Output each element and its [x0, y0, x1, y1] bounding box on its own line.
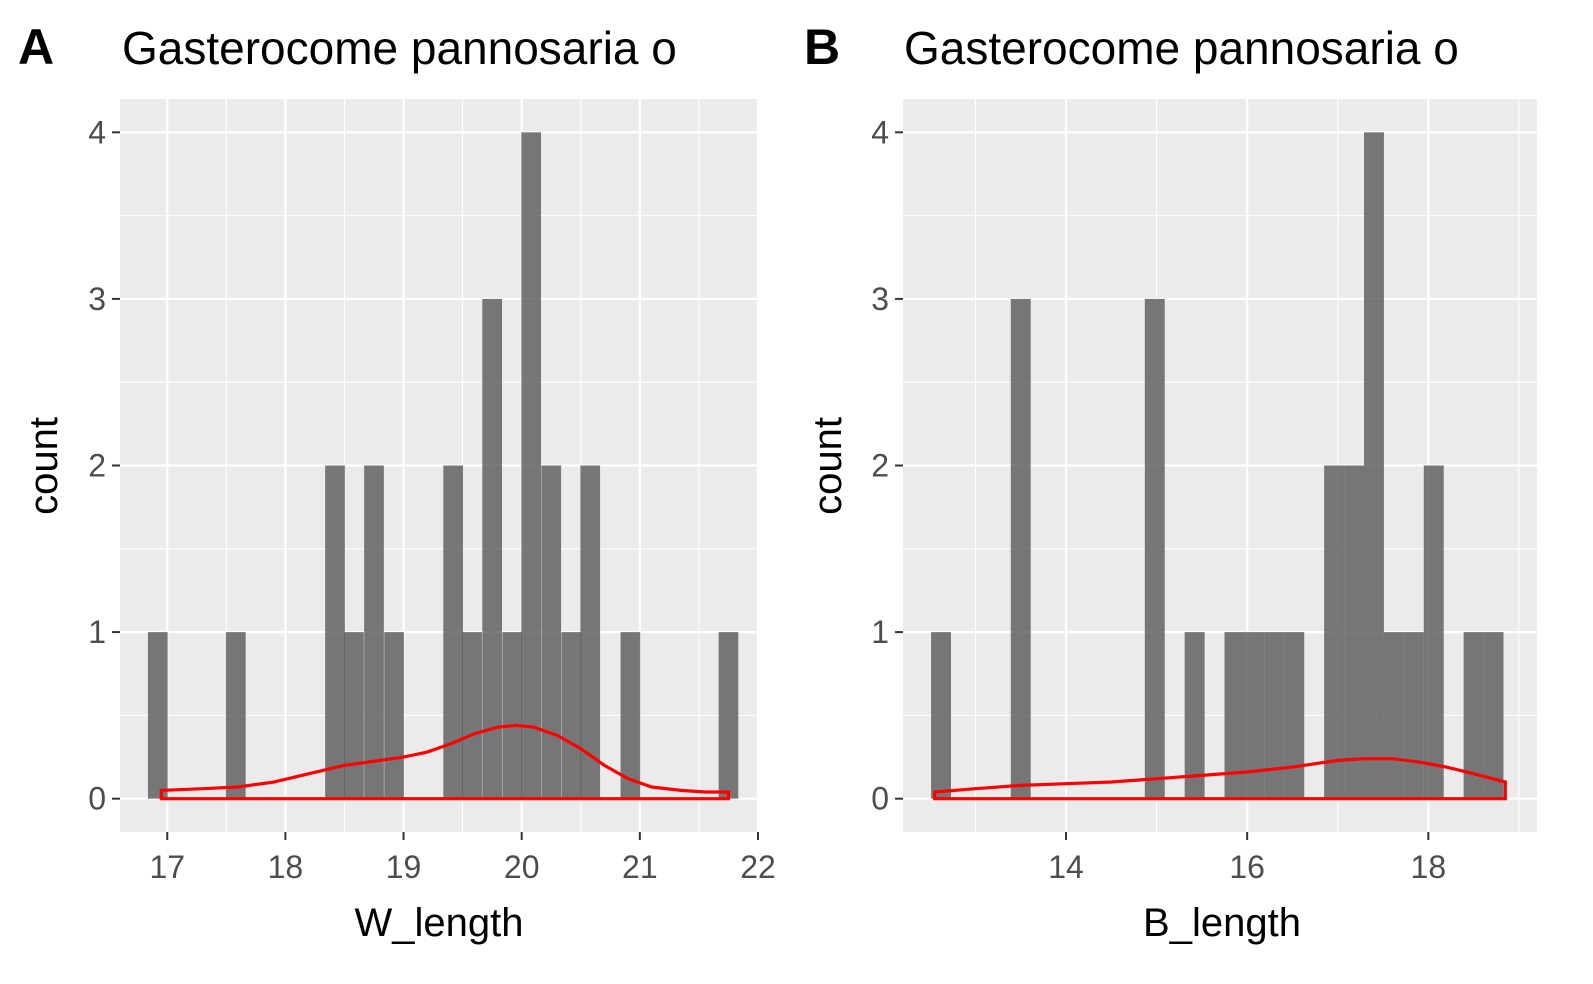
x-tick-label: 19	[386, 849, 422, 885]
y-axis-title-a: count	[22, 417, 66, 515]
histogram-bar	[718, 632, 739, 799]
histogram-bar	[443, 465, 464, 799]
panel-tag-b: B	[804, 19, 840, 75]
histogram-bar	[325, 465, 345, 799]
histogram-bar	[502, 632, 523, 799]
x-tick-label: 21	[622, 849, 658, 885]
x-tick-label: 18	[268, 849, 304, 885]
histogram-bar	[364, 465, 384, 799]
y-tick-label: 4	[88, 114, 106, 150]
y-tick-label: 2	[871, 448, 889, 484]
histogram-bar	[482, 298, 503, 799]
x-tick-label: 20	[504, 849, 540, 885]
histogram-bar	[1244, 632, 1265, 799]
histogram-bar	[462, 632, 482, 799]
histogram-bar	[541, 465, 562, 799]
chart-title-a: Gasterocome pannosaria o	[122, 22, 677, 74]
histogram-bar	[384, 632, 404, 799]
x-tick-label: 14	[1048, 849, 1084, 885]
chart-title-b: Gasterocome pannosaria o	[904, 22, 1459, 74]
histogram-bar	[344, 632, 364, 799]
histogram-bar	[1364, 132, 1384, 799]
y-tick-label: 4	[871, 114, 889, 150]
panel-tag-a: A	[18, 19, 54, 75]
histogram-bar	[1344, 465, 1365, 799]
x-tick-label: 22	[740, 849, 776, 885]
x-tick-label: 16	[1229, 849, 1265, 885]
x-axis-title-a: W_length	[355, 901, 524, 945]
histogram-bar	[1324, 465, 1345, 799]
histogram-bar	[580, 465, 601, 799]
y-tick-label: 3	[88, 281, 106, 317]
histogram-bar	[1403, 632, 1424, 799]
x-axis-title-b: B_length	[1143, 901, 1301, 945]
histogram-bar	[1483, 632, 1504, 799]
histogram-bar	[1383, 632, 1404, 799]
y-tick-label: 1	[88, 614, 106, 650]
histogram-bar	[620, 632, 641, 799]
density-curve-a	[159, 723, 731, 801]
histogram-panel-a: A Gasterocome pannosaria o 0 1 2 3 4 17 18 19 2…	[18, 19, 776, 945]
y-tick-label: 2	[88, 448, 106, 484]
y-axis-b: 0 1 2 3 4	[871, 114, 903, 817]
histogram-bar	[1264, 632, 1285, 799]
histogram-bars-b	[931, 132, 1504, 799]
histogram-bar	[1010, 298, 1031, 799]
histogram-bar	[147, 632, 168, 799]
histogram-bar	[1423, 465, 1444, 799]
histogram-bar	[931, 632, 952, 799]
x-tick-label: 17	[149, 849, 185, 885]
y-tick-label: 1	[871, 614, 889, 650]
y-axis-title-b: count	[806, 417, 850, 515]
histogram-bar	[521, 132, 542, 799]
histogram-bar	[1463, 632, 1484, 799]
histogram-bar	[1224, 632, 1245, 799]
histogram-bar	[1284, 632, 1305, 799]
y-axis-a: 0 1 2 3 4	[88, 114, 120, 817]
histogram-bars-a	[147, 132, 739, 799]
histogram-bar	[561, 632, 582, 799]
density-curve-b	[933, 757, 1507, 801]
histogram-bar	[1144, 298, 1165, 799]
x-axis-b: 14 16 18	[1048, 832, 1446, 885]
x-axis-a: 17 18 19 20 21 22	[149, 832, 776, 885]
histogram-bar	[225, 632, 246, 799]
y-tick-label: 3	[871, 281, 889, 317]
x-tick-label: 18	[1411, 849, 1447, 885]
y-tick-label: 0	[88, 781, 106, 817]
y-tick-label: 0	[871, 781, 889, 817]
histogram-bar	[1184, 632, 1205, 799]
